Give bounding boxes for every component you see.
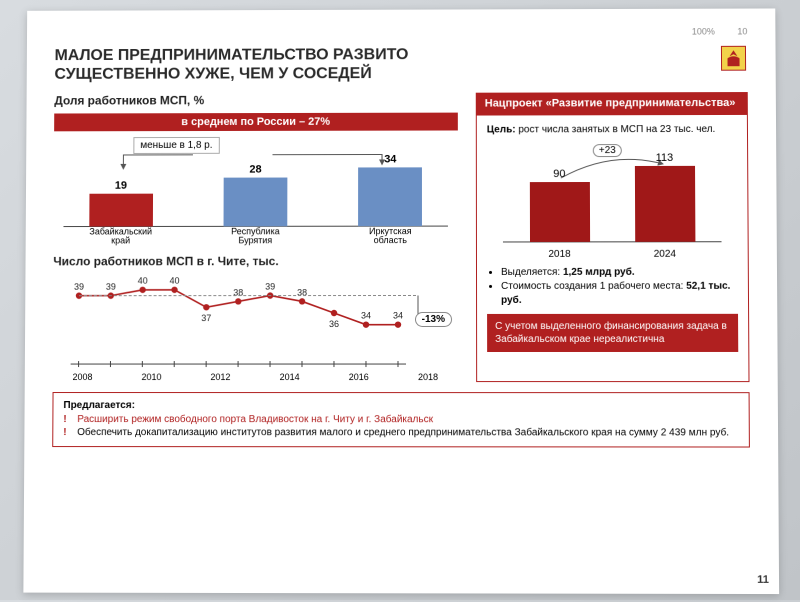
bullet-item: Стоимость создания 1 рабочего места: 52,… (501, 279, 738, 307)
svg-text:39: 39 (265, 282, 275, 292)
x-axis-label: 2010 (141, 372, 161, 382)
proposals-header: Предлагается: (63, 400, 135, 411)
delta-plus-23: +23 (593, 144, 622, 157)
chart3-bar: 90 (529, 168, 589, 242)
bar-value: 90 (553, 168, 565, 180)
bang-icon: ! (63, 426, 77, 440)
prev-page-number: 10 (737, 26, 747, 36)
x-axis-label: 2012 (210, 372, 230, 382)
chart2-title: Число работников МСП в г. Чите, тыс. (53, 254, 458, 268)
natproject-bullets: Выделяется: 1,25 млрд руб.Стоимость созд… (487, 265, 738, 307)
chart3-bar: 113 (634, 152, 695, 241)
natproject-goal: Цель: рост числа занятых в МСП на 23 тыс… (487, 122, 737, 135)
proposal-item: !Обеспечить докапитализацию институтов р… (63, 426, 739, 440)
prev-page-fragment: 100% 10 (55, 26, 748, 42)
svg-text:37: 37 (201, 314, 211, 324)
title-line-1: МАЛОЕ ПРЕДПРИНИМАТЕЛЬСТВО РАЗВИТО (55, 45, 409, 65)
bar-value: 28 (249, 164, 261, 176)
svg-text:34: 34 (361, 311, 371, 321)
bar-rect (529, 182, 589, 242)
bar-rect (89, 194, 153, 227)
svg-text:40: 40 (138, 276, 148, 286)
bar-value: 19 (115, 180, 127, 192)
goal-text: рост числа занятых в МСП на 23 тыс. чел. (518, 124, 715, 135)
proposal-item: !Расширить режим свободного порта Владив… (63, 413, 738, 427)
national-project-panel: Нацпроект «Развитие предпринимательства»… (476, 92, 750, 382)
bar-value: 34 (384, 153, 396, 165)
x-axis-label: 2014 (280, 372, 300, 382)
bar-rect (358, 167, 422, 226)
chart1-bar: 34 (340, 153, 440, 226)
bar-rect (634, 166, 695, 241)
x-axis-label: 2008 (73, 372, 93, 382)
russia-average-banner: в среднем по России – 27% (54, 113, 458, 132)
bar-rect (224, 178, 288, 227)
region-emblem-icon (719, 44, 747, 72)
bar-category: 2018 (548, 248, 570, 259)
svg-text:39: 39 (74, 282, 84, 292)
bar-value: 113 (656, 152, 674, 164)
natproject-header: Нацпроект «Развитие предпринимательства» (477, 93, 747, 115)
title-line-2: СУЩЕСТВЕННО ХУЖЕ, ЧЕМ У СОСЕДЕЙ (54, 64, 408, 84)
x-axis-label: 2016 (349, 372, 369, 382)
svg-text:36: 36 (329, 319, 339, 329)
chart1-title: Доля работников МСП, % (54, 93, 458, 108)
bullet-item: Выделяется: 1,25 млрд руб. (501, 265, 738, 279)
bang-icon: ! (63, 413, 77, 427)
natproject-conclusion: С учетом выделенного финансирования зада… (487, 313, 738, 351)
goal-label: Цель: (487, 124, 516, 135)
slide-page: 100% 10 МАЛОЕ ПРЕДПРИНИМАТЕЛЬСТВО РАЗВИТ… (23, 8, 779, 594)
svg-text:34: 34 (393, 311, 403, 321)
employment-growth-bar-chart: +23 90 113 2018 2024 (487, 141, 738, 259)
bar-category: Иркутскаяобласть (340, 227, 440, 247)
delta-badge-minus13: -13% (415, 312, 452, 327)
chart1-bar: 19 (71, 180, 171, 227)
x-axis-label: 2018 (418, 372, 438, 382)
bar-category: 2024 (654, 248, 676, 259)
page-title: МАЛОЕ ПРЕДПРИНИМАТЕЛЬСТВО РАЗВИТО СУЩЕСТ… (54, 45, 408, 84)
msp-share-bar-chart: меньше в 1,8 р. 192834 Забайкальскийкрай… (53, 135, 458, 247)
msp-workers-line-chart: 3939404037383938363434 -13% 200820102012… (53, 272, 458, 382)
svg-text:40: 40 (170, 276, 180, 286)
bar-category: Забайкальскийкрай (71, 227, 170, 247)
chart1-bar: 28 (206, 164, 306, 227)
proposals-box: Предлагается: !Расширить режим свободног… (52, 392, 750, 447)
page-number: 11 (757, 574, 769, 586)
left-column: Доля работников МСП, % в среднем по Росс… (53, 93, 458, 382)
fragment-100pct: 100% (692, 27, 715, 37)
bar-category: РеспубликаБурятия (206, 227, 306, 247)
svg-text:39: 39 (106, 282, 116, 292)
